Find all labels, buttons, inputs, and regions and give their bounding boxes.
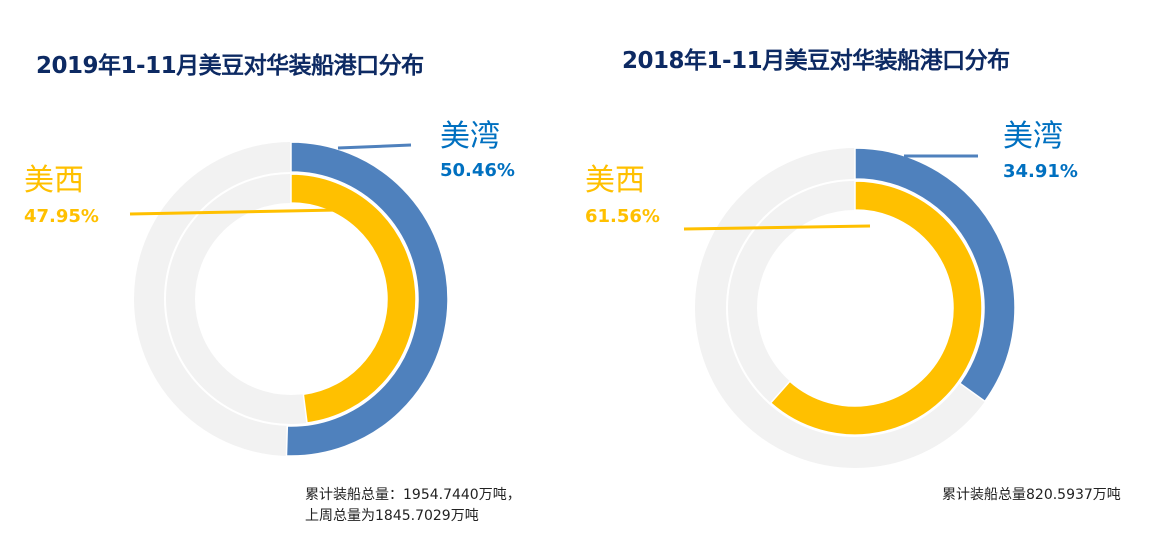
west-percent-label-2019: 47.95%	[24, 206, 99, 227]
total-note-2019-line-2: 上周总量为1845.7029万吨	[305, 508, 479, 524]
total-note-2019-line-1: 累计装船总量：1954.7440万吨，	[305, 487, 521, 503]
total-note-2019: 累计装船总量：1954.7440万吨， 上周总量为1845.7029万吨	[305, 485, 521, 527]
gulf-name-label-2019: 美湾	[440, 119, 500, 154]
gulf-arc-2018	[854, 147, 1016, 403]
west-leader-line-2018	[683, 224, 871, 231]
chart-title-2018: 2018年1-11月美豆对华装船港口分布	[622, 48, 1010, 74]
west-name-label-2018: 美西	[585, 163, 645, 198]
west-name-label-2019: 美西	[24, 163, 84, 198]
gulf-arc-2019	[285, 141, 449, 457]
west-arc-2018	[769, 180, 983, 436]
gulf-percent-label-2018: 34.91%	[1003, 161, 1078, 182]
total-note-2018-line-1: 累计装船总量820.5937万吨	[942, 487, 1121, 503]
west-arc-2019	[290, 173, 417, 424]
gulf-name-label-2018: 美湾	[1003, 119, 1063, 154]
west-leader-line-2019	[129, 208, 339, 216]
total-note-2018: 累计装船总量820.5937万吨	[942, 485, 1121, 506]
gulf-leader-line-2019	[337, 143, 412, 150]
gulf-percent-label-2019: 50.46%	[440, 160, 515, 181]
doughnut-chart-2019: 美湾 50.46% 美西 47.95%	[24, 119, 515, 457]
west-percent-label-2018: 61.56%	[585, 206, 660, 227]
chart-title-2019: 2019年1-11月美豆对华装船港口分布	[36, 53, 424, 79]
